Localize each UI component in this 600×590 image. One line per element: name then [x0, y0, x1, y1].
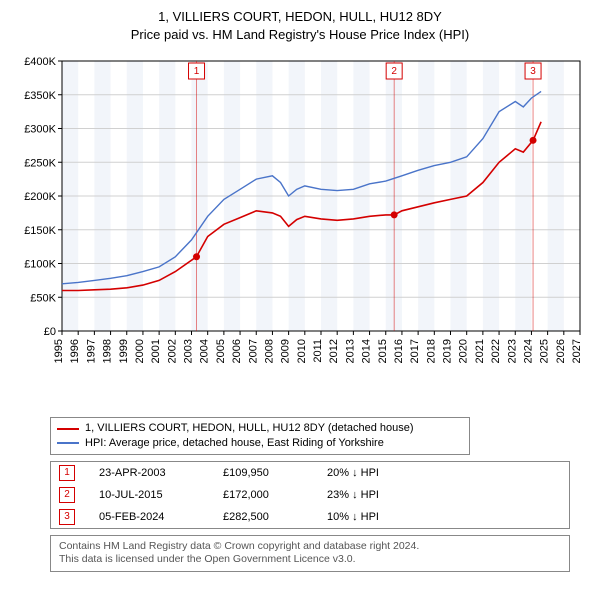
svg-text:2007: 2007 [247, 339, 259, 363]
attribution-footer: Contains HM Land Registry data © Crown c… [50, 535, 570, 572]
svg-text:£0: £0 [44, 326, 56, 338]
svg-text:2015: 2015 [377, 339, 389, 363]
svg-text:1995: 1995 [53, 339, 65, 363]
svg-text:2008: 2008 [263, 339, 275, 363]
event-row-1: 1 23-APR-2003 £109,950 20% ↓ HPI [51, 462, 569, 484]
svg-text:1998: 1998 [102, 339, 114, 363]
legend-item-hpi: HPI: Average price, detached house, East… [57, 436, 463, 451]
event-row-3: 3 05-FEB-2024 £282,500 10% ↓ HPI [51, 506, 569, 528]
svg-text:2018: 2018 [425, 339, 437, 363]
event-date-2: 10-JUL-2015 [99, 489, 199, 501]
events-table: 1 23-APR-2003 £109,950 20% ↓ HPI 2 10-JU… [50, 461, 570, 529]
legend-label-hpi: HPI: Average price, detached house, East… [85, 436, 384, 451]
svg-text:2: 2 [391, 66, 397, 77]
svg-text:£350K: £350K [24, 90, 56, 102]
svg-text:1997: 1997 [85, 339, 97, 363]
svg-text:2003: 2003 [183, 339, 195, 363]
svg-text:2012: 2012 [328, 339, 340, 363]
event-price-3: £282,500 [223, 511, 303, 523]
event-delta-3: 10% ↓ HPI [327, 511, 427, 523]
svg-text:2006: 2006 [231, 339, 243, 363]
svg-text:2010: 2010 [296, 339, 308, 363]
svg-text:1999: 1999 [118, 339, 130, 363]
chart-area: £0 £50K £100K £150K £200K £250K £300K £350K £400… [10, 51, 590, 411]
svg-text:2001: 2001 [150, 339, 162, 363]
svg-text:£150K: £150K [24, 225, 56, 237]
event-delta-2: 23% ↓ HPI [327, 489, 427, 501]
svg-text:2004: 2004 [199, 339, 211, 363]
svg-text:£300K: £300K [24, 124, 56, 136]
svg-text:2020: 2020 [458, 339, 470, 363]
event-price-1: £109,950 [223, 467, 303, 479]
svg-text:£100K: £100K [24, 259, 56, 271]
legend: 1, VILLIERS COURT, HEDON, HULL, HU12 8DY… [50, 417, 470, 455]
footer-line-1: Contains HM Land Registry data © Crown c… [59, 540, 561, 554]
event-marker-3: 3 [59, 509, 75, 525]
svg-text:2002: 2002 [166, 339, 178, 363]
legend-swatch-hpi [57, 442, 79, 444]
page-container: 1, VILLIERS COURT, HEDON, HULL, HU12 8DY… [0, 0, 600, 580]
footer-line-2: This data is licensed under the Open Gov… [59, 553, 561, 567]
event-date-3: 05-FEB-2024 [99, 511, 199, 523]
legend-label-property: 1, VILLIERS COURT, HEDON, HULL, HU12 8DY… [85, 421, 414, 436]
svg-text:2023: 2023 [506, 339, 518, 363]
svg-text:2022: 2022 [490, 339, 502, 363]
svg-text:2019: 2019 [442, 339, 454, 363]
legend-item-property: 1, VILLIERS COURT, HEDON, HULL, HU12 8DY… [57, 421, 463, 436]
legend-swatch-property [57, 428, 79, 430]
event-price-2: £172,000 [223, 489, 303, 501]
chart-title: 1, VILLIERS COURT, HEDON, HULL, HU12 8DY… [10, 8, 590, 43]
svg-text:1: 1 [194, 66, 200, 77]
svg-text:2013: 2013 [344, 339, 356, 363]
svg-text:3: 3 [530, 66, 536, 77]
svg-text:1996: 1996 [69, 339, 81, 363]
event-delta-1: 20% ↓ HPI [327, 467, 427, 479]
svg-text:2026: 2026 [555, 339, 567, 363]
line-chart-svg: £0 £50K £100K £150K £200K £250K £300K £350K £400… [10, 51, 590, 411]
title-line-1: 1, VILLIERS COURT, HEDON, HULL, HU12 8DY [10, 8, 590, 26]
svg-text:2021: 2021 [474, 339, 486, 363]
svg-text:£400K: £400K [24, 56, 56, 68]
event-marker-1: 1 [59, 465, 75, 481]
svg-text:2014: 2014 [361, 339, 373, 363]
svg-text:2027: 2027 [571, 339, 583, 363]
event-marker-2: 2 [59, 487, 75, 503]
svg-text:2025: 2025 [539, 339, 551, 363]
svg-text:£200K: £200K [24, 191, 56, 203]
svg-text:£50K: £50K [30, 292, 56, 304]
svg-text:£250K: £250K [24, 157, 56, 169]
svg-text:2016: 2016 [393, 339, 405, 363]
svg-text:2000: 2000 [134, 339, 146, 363]
event-date-1: 23-APR-2003 [99, 467, 199, 479]
svg-text:2005: 2005 [215, 339, 227, 363]
svg-text:2011: 2011 [312, 339, 324, 363]
title-line-2: Price paid vs. HM Land Registry's House … [10, 26, 590, 44]
event-row-2: 2 10-JUL-2015 £172,000 23% ↓ HPI [51, 484, 569, 506]
svg-text:2024: 2024 [522, 339, 534, 363]
svg-text:2009: 2009 [280, 339, 292, 363]
svg-text:2017: 2017 [409, 339, 421, 363]
